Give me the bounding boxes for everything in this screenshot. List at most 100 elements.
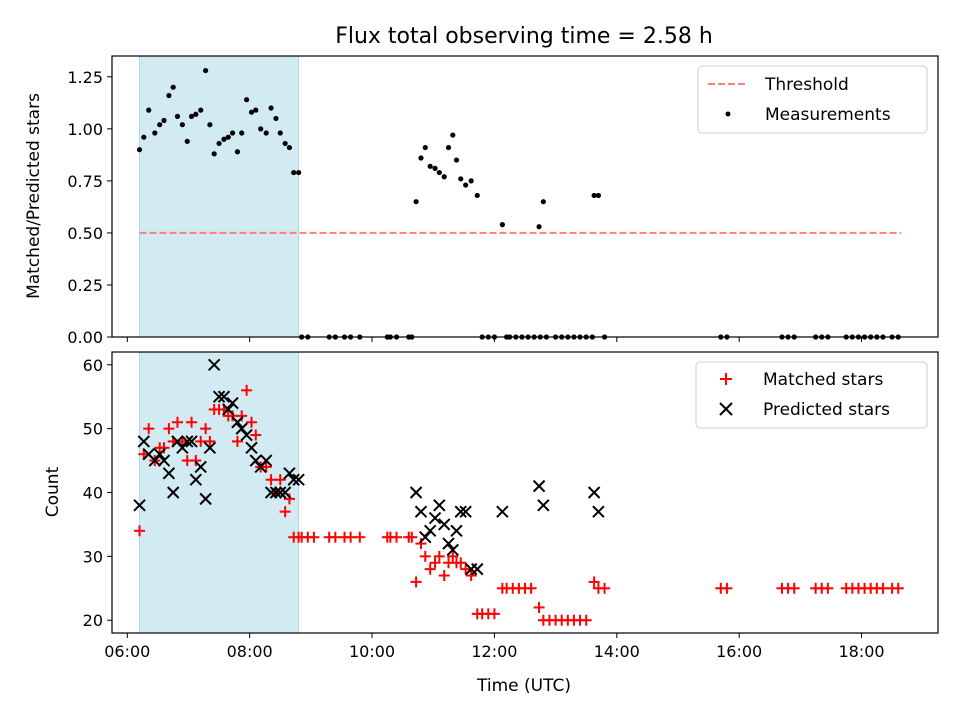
measurement-point xyxy=(203,67,209,74)
matched-point xyxy=(533,601,545,613)
predicted-point xyxy=(212,390,226,403)
predicted-point xyxy=(249,454,262,467)
predicted-point xyxy=(222,403,235,416)
measurement-point xyxy=(239,130,245,136)
predicted-point-b xyxy=(419,530,432,544)
matched-point xyxy=(274,474,286,486)
bottom-panel: 20 30 40 50 60 06:00 08:00 10:00 12:00 14:00 16:00… xyxy=(43,351,939,696)
measurement-point xyxy=(141,134,147,140)
predicted-point-b xyxy=(231,416,244,429)
predicted-point xyxy=(537,499,550,512)
matched-point xyxy=(190,455,202,467)
measurement-point xyxy=(268,105,274,111)
predicted-point xyxy=(278,486,292,499)
predicted-point-b xyxy=(274,486,287,499)
predicted-point xyxy=(428,511,442,525)
measurements-legend-label: Measurements xyxy=(765,105,891,125)
predicted-point-b xyxy=(264,486,278,499)
predicted-point xyxy=(269,486,283,499)
predicted-point-b xyxy=(423,524,437,538)
predicted-point xyxy=(442,537,455,550)
y-tick-label: 0.00 xyxy=(67,328,103,347)
predicted-point xyxy=(287,473,300,486)
measurement-point xyxy=(291,169,297,176)
measurement-point xyxy=(188,113,195,119)
y-tick-label: 1.25 xyxy=(67,68,103,87)
matched-point xyxy=(447,550,459,562)
measurement-point xyxy=(221,136,227,142)
top-ylabel: Matched/Predicted stars xyxy=(24,93,44,299)
bottom-marks xyxy=(133,358,904,626)
predicted-point-b xyxy=(269,486,283,499)
measurement-point xyxy=(413,199,419,205)
predicted-point-b xyxy=(471,562,484,576)
predicted-point-b xyxy=(249,454,262,467)
measurement-point xyxy=(211,151,217,157)
predicted-point xyxy=(245,441,258,455)
predicted-point-b xyxy=(153,447,166,461)
matched-point xyxy=(195,435,207,447)
measurement-point xyxy=(540,199,546,205)
measurement-point xyxy=(418,155,424,161)
matched-point xyxy=(410,576,422,588)
x-tick-label: 06:00 xyxy=(104,642,150,661)
top-axes-frame xyxy=(111,55,939,338)
predicted-point-b xyxy=(450,524,463,538)
predicted-point xyxy=(240,428,253,442)
measurement-point xyxy=(422,144,428,151)
measurement-point xyxy=(453,157,460,163)
measurement-point xyxy=(179,122,185,128)
measurement-point xyxy=(499,222,505,228)
matched-point xyxy=(241,384,253,396)
matched-point xyxy=(260,461,272,473)
measurement-point xyxy=(244,97,250,103)
measurement-point xyxy=(157,122,163,128)
predicted-point-b xyxy=(166,486,180,499)
top-shaded-span xyxy=(139,55,300,338)
predicted-point xyxy=(137,435,151,448)
matched-point xyxy=(580,614,592,626)
measurement-point xyxy=(152,130,158,136)
predicted-point xyxy=(532,479,546,493)
predicted-point-b xyxy=(222,403,235,416)
measurement-point xyxy=(273,115,279,122)
predicted-point xyxy=(423,524,437,538)
measurements-legend-marker xyxy=(725,111,731,117)
matched-point xyxy=(354,531,366,543)
measurement-point xyxy=(161,117,167,124)
bottom-legend-box xyxy=(695,361,928,429)
matched-point xyxy=(163,423,175,435)
predicted-point xyxy=(226,396,239,410)
y-tick-label: 0.50 xyxy=(67,224,103,243)
matched-point xyxy=(345,531,357,543)
predicted-point xyxy=(203,441,217,455)
measurement-point xyxy=(146,107,152,113)
y-tick-label: 50 xyxy=(83,420,103,439)
predicted-point xyxy=(181,435,194,448)
predicted-point-b xyxy=(442,537,455,550)
matched-point xyxy=(134,525,146,537)
matched-point xyxy=(488,608,500,620)
measurement-point xyxy=(229,130,236,136)
measurement-point xyxy=(432,165,438,171)
matched-point xyxy=(465,570,477,582)
predicted-point xyxy=(185,435,198,448)
predicted-point-b xyxy=(240,428,253,442)
predicted-point xyxy=(148,454,162,467)
predicted-point xyxy=(438,518,451,531)
predicted-point-b xyxy=(194,460,207,474)
predicted-point xyxy=(283,467,296,480)
measurement-point xyxy=(193,111,199,117)
predicted-point xyxy=(471,562,484,576)
measurement-point xyxy=(277,130,283,136)
matched-point xyxy=(200,423,212,435)
matched-point xyxy=(279,506,291,518)
predicted-point-b xyxy=(459,505,472,518)
measurement-point xyxy=(174,113,181,119)
predicted-point xyxy=(133,499,146,512)
predicted-point-b xyxy=(176,441,189,455)
matched-point xyxy=(588,576,600,588)
y-tick-label: 40 xyxy=(83,484,103,503)
matched-point xyxy=(721,582,733,594)
